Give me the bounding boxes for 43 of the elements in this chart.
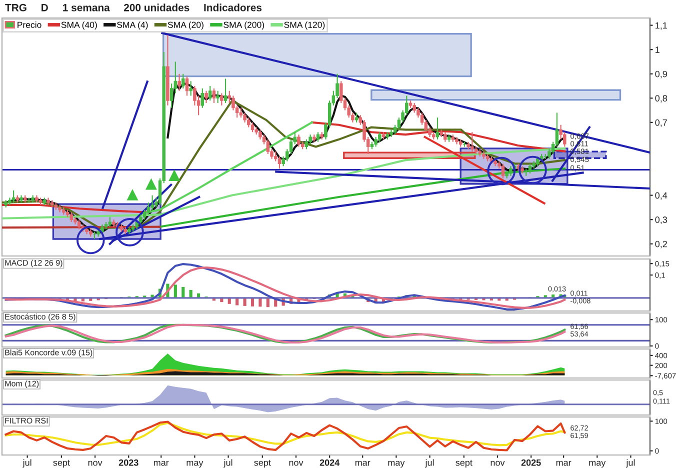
x-tick-label: mar bbox=[154, 460, 169, 466]
text: D bbox=[42, 4, 48, 12]
chart-title: Mom (12) bbox=[5, 380, 39, 388]
text: TRG bbox=[5, 4, 26, 12]
y-tick-label: 0,2 bbox=[655, 240, 667, 248]
x-tick-label: nov bbox=[289, 460, 304, 466]
x-tick-label: mar bbox=[556, 460, 572, 466]
y-tick-label: 1 bbox=[656, 46, 660, 53]
legend-label: SMA (200) bbox=[224, 22, 264, 30]
chart-title: Blai5 Koncorde v.09 (15) bbox=[5, 349, 92, 357]
y-tick-label: 0,4 bbox=[655, 192, 668, 200]
x-tick-label: 2025 bbox=[521, 459, 541, 466]
x-tick-label: nov bbox=[490, 460, 505, 466]
x-tick-label: may bbox=[388, 460, 405, 468]
text: 200 unidades bbox=[124, 4, 190, 12]
chart-title: FILTRO RSI bbox=[5, 418, 48, 424]
y-tick-label: 0,7 bbox=[655, 119, 667, 127]
x-tick-label: jul bbox=[224, 459, 232, 468]
y-tick-label: 1,1 bbox=[656, 22, 667, 30]
legend-label: SMA (4) bbox=[117, 22, 148, 30]
legend-label: SMA (20) bbox=[168, 22, 204, 30]
x-tick-label: 2023 bbox=[118, 459, 138, 466]
x-tick-label: may bbox=[186, 460, 204, 468]
x-tick-label: jul bbox=[626, 459, 635, 468]
chart-title: Estocástico (26 8 5) bbox=[5, 314, 76, 322]
text: 1 semana bbox=[63, 4, 110, 12]
x-tick-label: nov bbox=[88, 460, 102, 466]
text: Indicadores bbox=[204, 4, 262, 12]
legend-label: Precio bbox=[18, 22, 42, 28]
x-tick-label: sept bbox=[456, 460, 472, 468]
x-tick-label: sept bbox=[254, 460, 271, 468]
legend-label: SMA (40) bbox=[61, 22, 97, 30]
chart-title: MACD (12 26 9) bbox=[5, 260, 62, 268]
legend-label: SMA (120) bbox=[284, 22, 325, 30]
y-tick-label: 0,9 bbox=[655, 70, 667, 78]
x-tick-label: jul bbox=[22, 459, 32, 468]
y-tick-label: 0,3 bbox=[655, 216, 668, 224]
x-tick-label: may bbox=[589, 460, 606, 468]
x-tick-label: mar bbox=[355, 460, 370, 466]
x-tick-label: 2024 bbox=[320, 459, 340, 466]
x-tick-label: sept bbox=[53, 460, 70, 468]
y-tick-label: 0,8 bbox=[655, 95, 668, 103]
x-tick-label: jul bbox=[425, 459, 434, 468]
